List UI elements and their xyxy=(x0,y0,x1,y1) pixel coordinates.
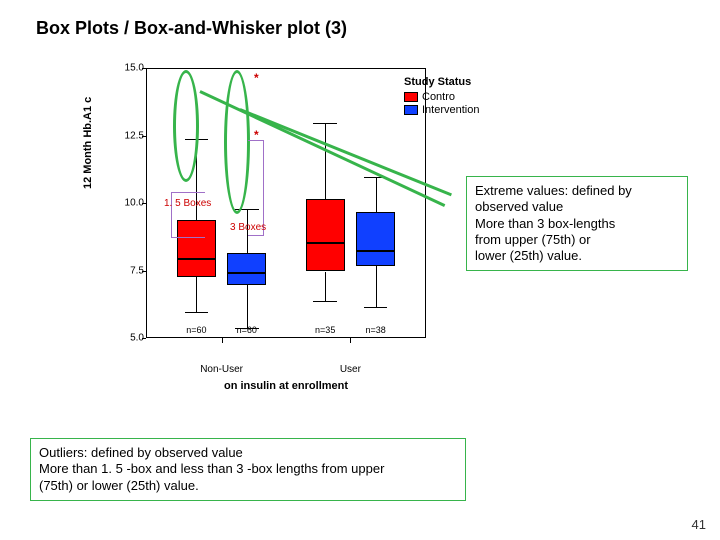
n-label: n=38 xyxy=(365,325,385,335)
label-1.5-boxes: 1. 5 Boxes xyxy=(164,198,211,209)
box xyxy=(227,253,266,285)
page-number: 41 xyxy=(692,517,706,532)
x-axis-label: on insulin at enrollment xyxy=(146,380,426,392)
box xyxy=(356,212,395,266)
legend-item: Contro xyxy=(404,91,479,103)
n-label: n=60 xyxy=(237,325,257,335)
x-group-label: Non-User xyxy=(200,364,243,376)
label-3-boxes: 3 Boxes xyxy=(230,222,266,233)
n-label: n=60 xyxy=(186,325,206,335)
box xyxy=(306,199,345,272)
y-axis-label: 12 Month Hb.A1 c xyxy=(82,97,94,189)
box xyxy=(177,220,216,277)
slide-title: Box Plots / Box-and-Whisker plot (3) xyxy=(36,18,347,39)
legend-title: Study Status xyxy=(404,76,479,88)
extreme-marker: * xyxy=(254,128,259,142)
x-group-label: User xyxy=(340,364,361,376)
legend: Study Status ControIntervention xyxy=(404,76,479,117)
legend-item: Intervention xyxy=(404,104,479,116)
n-label: n=35 xyxy=(315,325,335,335)
callout-extreme-values: Extreme values: defined by observed valu… xyxy=(466,176,688,271)
callout-outliers: Outliers: defined by observed value More… xyxy=(30,438,466,501)
extreme-marker: * xyxy=(254,71,259,85)
